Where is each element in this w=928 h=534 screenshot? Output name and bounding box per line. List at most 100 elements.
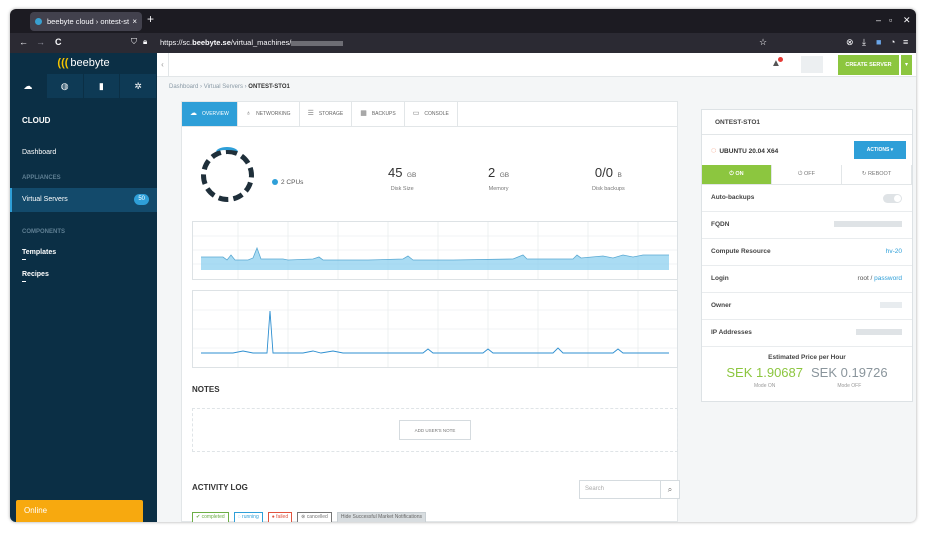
- auto-backups-toggle[interactable]: [883, 194, 902, 203]
- sidebar-header-appliances: APPLIANCES: [22, 175, 61, 181]
- tab-console[interactable]: ▭ CONSOLE: [405, 102, 458, 126]
- cpu-usage-area: [201, 248, 669, 270]
- avatar[interactable]: [801, 56, 823, 73]
- add-note-button[interactable]: ADD USER'S NOTE: [399, 420, 471, 440]
- notes-heading: NOTES: [192, 385, 220, 394]
- create-server-dropdown[interactable]: ▾: [901, 55, 912, 75]
- cloud-icon[interactable]: ☁: [10, 74, 47, 98]
- stat-label: Disk Size: [390, 186, 414, 192]
- prop-key: Owner: [711, 302, 732, 309]
- console-icon: ▭: [412, 110, 420, 117]
- breadcrumb-dashboard[interactable]: Dashboard: [169, 84, 199, 90]
- browser-window: beebyte cloud › ontest-st × + – ▫ ✕ ← → …: [10, 9, 916, 522]
- price-values: SEK 1.90687 Mode ON SEK 0.19726 Mode OFF: [702, 365, 912, 389]
- cloud-icon: ☁: [190, 110, 197, 117]
- prop-value: root / password: [858, 275, 902, 282]
- stat-unit: GB: [499, 172, 510, 179]
- sidebar-item-virtual-servers[interactable]: Virtual Servers 50: [10, 188, 157, 212]
- hide-notifications-button[interactable]: Hide Successful Market Notifications: [336, 512, 426, 522]
- price-off-value: SEK 0.19726: [811, 365, 888, 380]
- login-user: root: [857, 275, 869, 282]
- sidebar-header-components: COMPONENTS: [22, 229, 66, 235]
- network-usage-line: [201, 310, 669, 354]
- gear-icon[interactable]: ✲: [120, 74, 157, 98]
- sidebar-item-templates[interactable]: Templates: [10, 242, 157, 264]
- cpu-donut-chart: [201, 147, 254, 202]
- notification-dot: [778, 57, 783, 62]
- shield-icon[interactable]: ⛉: [131, 37, 137, 46]
- filter-cancelled[interactable]: ⊗ cancelled: [297, 512, 332, 522]
- power-label: ON: [735, 171, 744, 177]
- sync-icon[interactable]: ◔: [890, 37, 896, 47]
- tab-label: OVERVIEW: [202, 111, 229, 117]
- tab-backups[interactable]: ▦ BACKUPS: [352, 102, 405, 126]
- prop-key: IP Addresses: [711, 329, 752, 336]
- tab-close-icon[interactable]: ×: [132, 17, 137, 26]
- pocket-icon[interactable]: ⊗: [846, 37, 854, 47]
- chart-grid: [193, 222, 677, 279]
- back-icon[interactable]: ←: [19, 37, 28, 47]
- url-domain: beebyte.se: [192, 38, 231, 47]
- globe-icon[interactable]: ◍: [47, 74, 84, 98]
- new-tab-button[interactable]: +: [147, 12, 155, 26]
- stat-unit: B: [617, 172, 622, 179]
- search-icon[interactable]: ⌕: [661, 480, 680, 499]
- filter-running[interactable]: ◌ running: [233, 512, 263, 522]
- download-icon[interactable]: ⤓: [862, 37, 866, 47]
- power-off-button[interactable]: ⏻ OFF: [772, 165, 842, 184]
- tab-bar: beebyte cloud › ontest-st × + – ▫ ✕: [10, 9, 916, 33]
- cpu-legend-dot: [272, 179, 278, 185]
- ubuntu-icon: ◌: [711, 145, 717, 155]
- minimize-icon[interactable]: –: [876, 15, 882, 25]
- star-icon[interactable]: ☆: [759, 37, 768, 47]
- chart-grid: [193, 291, 677, 367]
- forward-icon[interactable]: →: [36, 37, 45, 47]
- lock-icon[interactable]: 🔒︎: [143, 37, 148, 46]
- close-window-icon[interactable]: ✕: [903, 15, 911, 25]
- redacted-url: [291, 40, 344, 46]
- bar-chart-icon[interactable]: ▮: [84, 74, 121, 98]
- extension-icon[interactable]: ■: [876, 37, 882, 47]
- tab-overview[interactable]: ☁ OVERVIEW: [182, 102, 238, 126]
- filter-failed[interactable]: ● failed: [267, 512, 293, 522]
- status-online[interactable]: Online: [16, 500, 143, 522]
- cpu-usage-line: [201, 246, 669, 261]
- tab-title: beebyte cloud › ontest-st: [47, 17, 130, 26]
- price-mode-on: SEK 1.90687 Mode ON: [726, 365, 803, 389]
- compute-resource-link[interactable]: hv-20: [885, 248, 902, 255]
- logo[interactable]: (((beebyte: [10, 53, 157, 74]
- sidebar-item-dashboard[interactable]: Dashboard: [22, 149, 57, 156]
- redacted-value: [880, 302, 902, 310]
- sidebar-item-recipes[interactable]: Recipes: [10, 264, 157, 286]
- filter-label: failed: [276, 514, 289, 520]
- reboot-button[interactable]: ↻ REBOOT: [842, 165, 912, 184]
- cpu-legend: 2 CPUs: [272, 179, 303, 186]
- bell-icon[interactable]: ▲: [771, 57, 783, 69]
- create-server-button[interactable]: CREATE SERVER: [838, 55, 899, 75]
- reload-icon[interactable]: C: [55, 37, 62, 47]
- power-controls: ⏻ ON ⏻ OFF ↻ REBOOT: [702, 165, 912, 185]
- collapse-sidebar-button[interactable]: ‹: [157, 53, 169, 77]
- tab-networking[interactable]: ♁ NETWORKING: [238, 102, 300, 126]
- activity-search-input[interactable]: Search: [579, 480, 661, 499]
- url-bar[interactable]: https://sc.beebyte.se/virtual_machines/: [160, 38, 344, 47]
- server-details-panel: ONTEST-STO1 ◌ UBUNTU 20.04 X64 ACTIONS ▾ …: [701, 109, 913, 402]
- actions-button[interactable]: ACTIONS ▾: [854, 141, 906, 159]
- menu-icon[interactable]: ≡: [903, 37, 909, 47]
- backups-icon: ▦: [360, 110, 367, 117]
- stat-value: 0/0: [594, 165, 613, 180]
- browser-tab[interactable]: beebyte cloud › ontest-st ×: [30, 12, 142, 31]
- power-on-button[interactable]: ⏻ ON: [702, 165, 772, 184]
- password-link[interactable]: password: [874, 275, 902, 282]
- maximize-icon[interactable]: ▫: [889, 15, 893, 25]
- redacted-value: [834, 221, 902, 229]
- sidebar: (((beebyte ☁ ◍ ▮ ✲ CLOUD Dashboard APPLI…: [10, 53, 157, 522]
- power-label: REBOOT: [867, 171, 892, 177]
- os-row: ◌ UBUNTU 20.04 X64 ACTIONS ▾: [702, 135, 912, 165]
- filter-completed[interactable]: ✔ completed: [192, 512, 229, 522]
- tab-storage[interactable]: ☰ STORAGE: [300, 102, 353, 126]
- breadcrumb-virtual-servers[interactable]: Virtual Servers: [203, 84, 243, 90]
- filter-label: running: [242, 514, 259, 520]
- filter-label: cancelled: [306, 514, 328, 520]
- breadcrumb: Dashboard › Virtual Servers › ONTEST-STO…: [169, 84, 290, 90]
